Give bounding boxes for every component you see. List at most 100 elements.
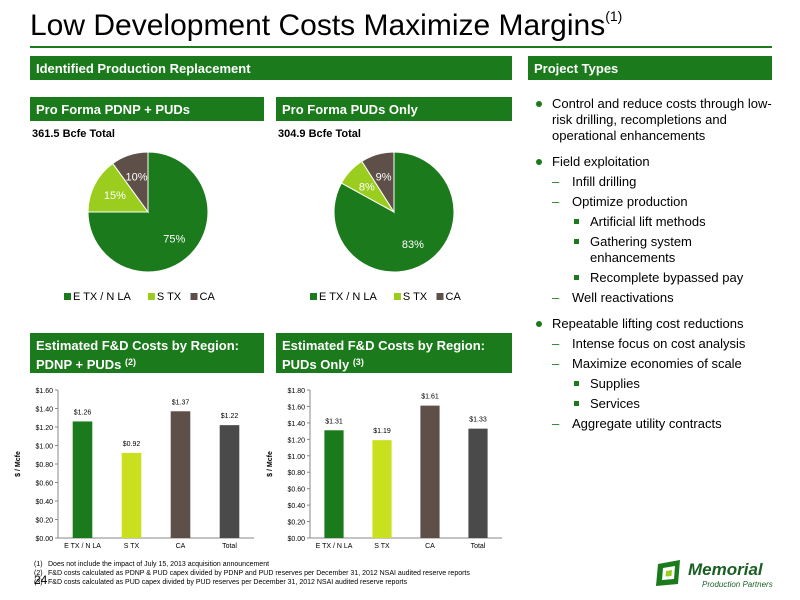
bar1-footnote-ref: (2): [125, 357, 137, 367]
legend-label: S TX: [403, 291, 428, 303]
bar: [468, 428, 488, 538]
pie-slice-label: 15%: [104, 190, 126, 202]
bar: [170, 411, 191, 538]
bar: [372, 440, 392, 538]
bar-value-label: $1.61: [421, 394, 439, 401]
pie-slice-label: 8%: [359, 182, 375, 194]
y-tick-label: $1.20: [287, 437, 305, 444]
y-tick-label: $1.80: [287, 388, 305, 395]
pie-chart-pdnp-puds: 75% 15% 10% E TX / N LA S TX CA: [64, 151, 216, 303]
x-tick-label: E TX / N LA: [64, 543, 101, 550]
bar2-footnote-ref: (3): [352, 357, 364, 367]
bar-value-label: $1.37: [172, 399, 190, 406]
y-tick-label: $0.40: [287, 503, 305, 510]
bar-value-label: $1.26: [74, 409, 92, 416]
legend-swatch: [190, 293, 198, 300]
bullet-item: Well reactivations: [534, 290, 774, 306]
legend-label: E TX / N LA: [73, 291, 132, 303]
section-header-identified-production: Identified Production Replacement: [30, 56, 512, 80]
page-title: Low Development Costs Maximize Margins(1…: [30, 8, 623, 42]
bar-value-label: $1.31: [325, 418, 343, 425]
bullet-item: Control and reduce costs through low-ris…: [534, 96, 774, 144]
y-tick-label: $0.80: [35, 462, 53, 469]
bar: [121, 452, 142, 538]
bullet-item: Field exploitation: [534, 154, 774, 170]
y-axis-label: $ / Mcfe: [267, 451, 274, 477]
pie-slice: [87, 151, 209, 273]
bullet-item: Supplies: [534, 376, 774, 392]
bar-chart-puds-only: $0.00 $0.20 $0.40 $0.60 $0.80 $1.00 $1.20 $1.40…: [267, 388, 502, 550]
bullet-item: Optimize production: [534, 194, 774, 210]
bar1-header-line1: Estimated F&D Costs by Region:: [36, 338, 239, 353]
logo-subtitle: Production Partners: [702, 580, 773, 589]
bar2-header-line1: Estimated F&D Costs by Region:: [282, 338, 485, 353]
bar2-header-line2: PUDs Only (3): [282, 357, 364, 372]
legend-label: CA: [200, 291, 216, 303]
legend-swatch: [64, 293, 71, 300]
bullet-item: Services: [534, 396, 774, 412]
y-tick-label: $0.60: [287, 487, 305, 494]
company-logo: Memorial Production Partners: [654, 558, 774, 594]
bullet-item: Recomplete bypassed pay: [534, 270, 774, 286]
y-axis-label: $ / Mcfe: [15, 451, 22, 477]
bar: [420, 405, 440, 538]
pie-slice-label: 83%: [402, 239, 424, 251]
y-tick-label: $1.40: [35, 407, 53, 414]
footnote-2: (2) F&D costs calculated as PDNP & PUD ca…: [34, 570, 470, 577]
bar-value-label: $1.19: [373, 428, 391, 435]
x-tick-label: CA: [176, 543, 186, 550]
pie1-header: Pro Forma PDNP + PUDs: [30, 97, 264, 121]
y-tick-label: $1.40: [287, 421, 305, 428]
pie2-total: 304.9 Bcfe Total: [278, 128, 361, 140]
x-tick-label: S TX: [374, 543, 390, 550]
bullet-item: Intense focus on cost analysis: [534, 336, 774, 352]
pie-slice-label: 75%: [163, 233, 185, 245]
y-tick-label: $0.60: [35, 481, 53, 488]
legend-swatch: [310, 293, 317, 300]
x-tick-label: Total: [222, 543, 237, 550]
pie-slice: [112, 151, 149, 214]
legend-swatch: [393, 293, 401, 300]
bar2-header: Estimated F&D Costs by Region: PUDs Only…: [276, 333, 512, 373]
bullet-item: Infill drilling: [534, 174, 774, 190]
y-tick-label: $1.20: [35, 425, 53, 432]
y-tick-label: $1.00: [35, 444, 53, 451]
y-tick-label: $0.40: [35, 499, 53, 506]
title-footnote-ref: (1): [605, 8, 623, 24]
bar-value-label: $1.33: [469, 417, 487, 424]
bullet-item: Aggregate utility contracts: [534, 416, 774, 432]
footnote-3: (3) F&D costs calculated as PUD capex div…: [34, 579, 408, 586]
pie-chart-puds-only: 83% 8%9% E TX / N LA S TX CA: [310, 151, 462, 303]
pie-slice: [87, 162, 149, 213]
pie-slice-label: 10%: [125, 172, 147, 184]
bullet-item: Gathering system enhancements: [534, 234, 774, 266]
logo-name: Memorial: [688, 560, 763, 579]
legend-swatch: [147, 293, 155, 300]
bar-chart-pdnp-puds: $0.00 $0.20 $0.40 $0.60 $0.80 $1.00 $1.20 $1.40…: [15, 388, 254, 550]
bullet-item: Artificial lift methods: [534, 214, 774, 230]
section-header-project-types: Project Types: [528, 56, 772, 80]
pie-slice: [361, 151, 395, 214]
legend-label: CA: [446, 291, 462, 303]
bar1-header-line2: PDNP + PUDs (2): [36, 357, 137, 372]
title-rule: [30, 46, 772, 48]
x-tick-label: Total: [471, 543, 486, 550]
x-tick-label: CA: [425, 543, 435, 550]
y-tick-label: $0.80: [287, 470, 305, 477]
legend-swatch: [436, 293, 444, 300]
y-tick-label: $1.60: [287, 404, 305, 411]
y-tick-label: $1.60: [35, 388, 53, 395]
bar: [219, 425, 240, 538]
x-tick-label: E TX / N LA: [316, 543, 353, 550]
project-types-list: Control and reduce costs through low-ris…: [534, 96, 774, 432]
bullet-item: Maximize economies of scale: [534, 356, 774, 372]
pie1-total: 361.5 Bcfe Total: [32, 128, 115, 140]
x-tick-label: S TX: [124, 543, 140, 550]
bar: [324, 430, 344, 538]
bullet-item: Repeatable lifting cost reductions: [534, 316, 774, 332]
y-tick-label: $0.00: [35, 536, 53, 543]
legend-label: E TX / N LA: [319, 291, 378, 303]
pie2-header: Pro Forma PUDs Only: [276, 97, 512, 121]
legend-label: S TX: [157, 291, 182, 303]
footnote-1: (1) Does not include the impact of July 1…: [34, 561, 270, 568]
